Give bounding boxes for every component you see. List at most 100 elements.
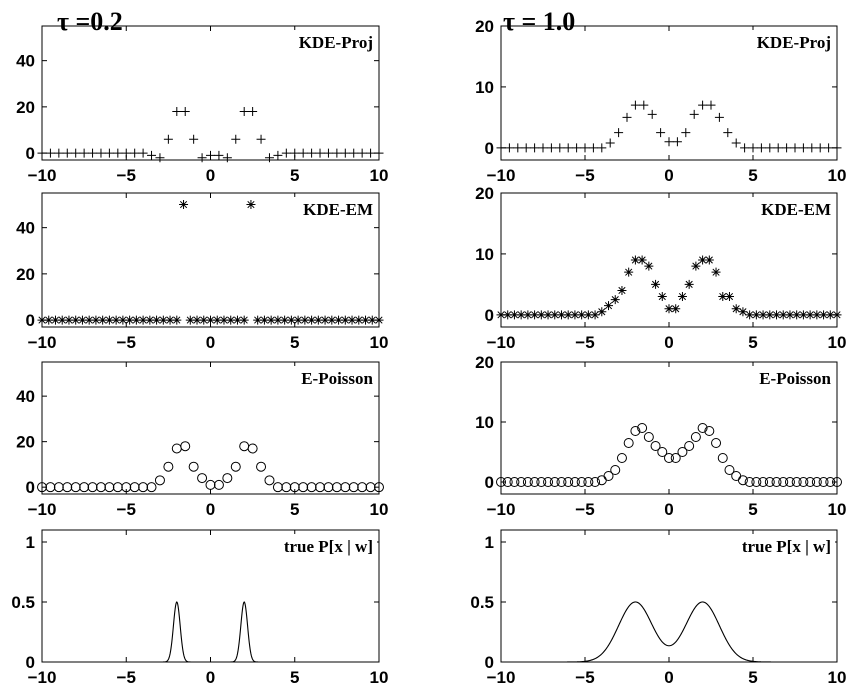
data-point [70,482,81,493]
data-point [374,148,384,158]
y-tick-label: 20 [16,433,35,452]
data-point [264,475,275,486]
density-curve [501,601,837,663]
x-tick-label: 0 [206,500,215,519]
data-point [226,315,236,325]
y-tick-label: 10 [475,245,494,264]
data-point [819,310,829,320]
data-point [689,109,699,119]
panel-title-bg [725,197,835,221]
data-point [543,310,553,320]
data-point [145,315,155,325]
data-point [706,100,716,110]
x-tick-label: −10 [487,333,516,352]
y-tick-label: 0 [26,311,35,330]
data-point [772,310,782,320]
data-point [239,441,250,452]
data-point [825,477,836,487]
x-tick-label: −5 [117,500,136,519]
data-point [239,106,249,116]
data-point [264,153,274,163]
data-point [163,461,174,472]
data-point [87,482,98,493]
data-point [327,315,337,325]
x-tick-label: 0 [206,166,215,185]
data-point [610,295,620,305]
data-point [45,482,56,493]
data-point [197,473,208,484]
x-tick-label: −5 [117,333,136,352]
data-point [731,138,741,148]
data-point [104,148,114,158]
data-point [205,479,216,490]
panel-title: true P[x | w] [742,537,831,556]
data-point [778,477,789,487]
data-point [711,267,721,277]
data-point [192,315,202,325]
x-tick-label: 5 [290,166,299,185]
x-tick-label: 5 [748,166,757,185]
data-point [580,143,590,153]
data-point [248,106,258,116]
data-point [313,315,323,325]
data-point [357,148,367,158]
data-point [354,315,364,325]
data-point [590,477,601,487]
data-point [367,315,377,325]
data-point [71,315,81,325]
data-point [222,473,233,484]
data-point [778,310,788,320]
data-point [323,482,334,493]
data-point [232,315,242,325]
data-point [677,292,687,302]
y-tick-label: 40 [16,219,35,238]
data-point [672,137,682,147]
data-point [374,315,384,325]
data-point [112,482,123,493]
data-point [280,315,290,325]
panel-title-bg [267,197,377,221]
data-point [37,315,47,325]
data-point [247,443,258,454]
data-point [213,479,224,490]
data-point [717,453,728,463]
data-point [307,148,317,158]
x-tick-label: 10 [370,668,389,687]
data-point [614,128,624,138]
data-point [756,143,766,153]
data-point [832,310,842,320]
data-point [825,310,835,320]
data-point [323,148,333,158]
x-tick-label: 10 [370,333,389,352]
y-tick-label: 0 [485,653,494,672]
data-point [639,100,649,110]
data-point [563,143,573,153]
data-point [737,475,748,486]
data-point [138,482,149,493]
data-point [596,475,607,486]
data-point [172,315,182,325]
x-tick-label: 5 [290,333,299,352]
data-point [650,441,661,451]
data-point [657,447,668,457]
data-point [792,310,802,320]
data-point [563,310,573,320]
data-point [253,315,263,325]
data-point [697,423,708,433]
data-point [549,477,560,487]
data-point [521,143,531,153]
x-tick-label: 5 [748,668,757,687]
data-point [718,292,728,302]
data-point [724,465,735,475]
data-point [664,304,674,314]
data-point [266,315,276,325]
panel-title-bg [267,30,377,54]
data-point [811,477,822,487]
x-tick-label: −10 [28,668,57,687]
y-tick-label: 1 [26,533,35,552]
y-tick-label: 0.5 [11,593,35,612]
data-point [130,148,140,158]
data-point [366,148,376,158]
data-point [334,315,344,325]
